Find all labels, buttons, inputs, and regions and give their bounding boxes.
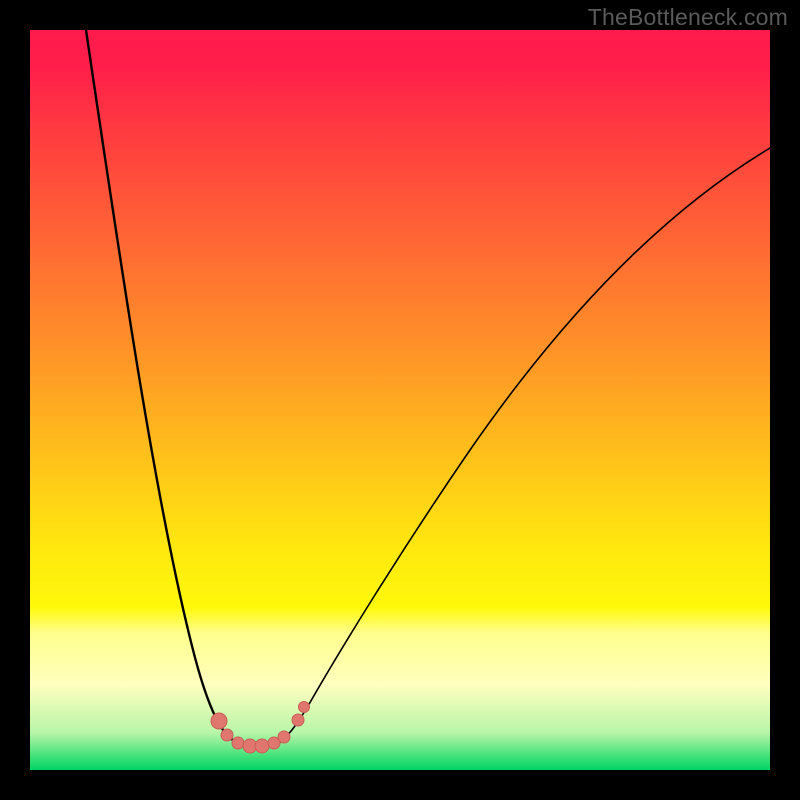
- bottleneck-chart: [0, 0, 800, 800]
- watermark-text: TheBottleneck.com: [588, 4, 788, 31]
- chart-container: TheBottleneck.com: [0, 0, 800, 800]
